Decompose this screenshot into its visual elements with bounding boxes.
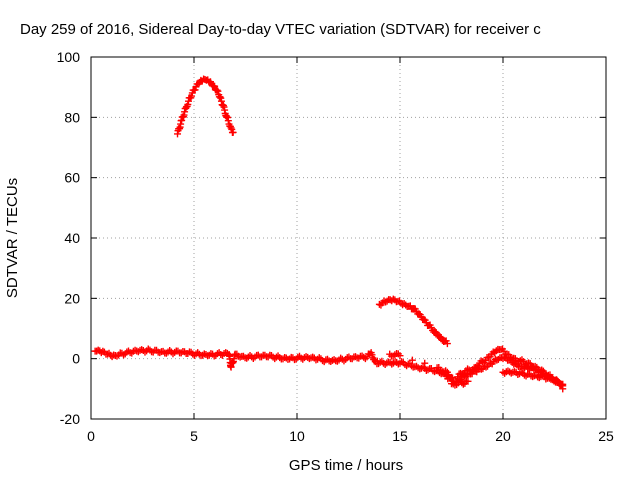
data-point [530,372,538,380]
data-point [166,346,174,354]
y-axis-label: SDTVAR / TECUs [4,178,21,298]
data-point [157,348,165,356]
data-point [526,360,534,368]
data-point [393,358,401,366]
data-point [244,353,252,361]
axes: 0 5 10 15 20 25 -20 0 20 40 60 80 100 [57,49,614,444]
data-point [462,377,470,385]
data-point [547,373,555,381]
y-tick-label: -20 [60,411,80,427]
grid [91,57,606,419]
x-tick-label: 20 [495,428,511,444]
x-tick-label: 10 [289,428,305,444]
data-point [276,354,284,362]
data-point [518,356,526,364]
data-point [539,371,547,379]
data-point [205,351,213,359]
y-tick-label: 0 [72,351,80,367]
data-point [177,117,185,125]
data-point [182,349,190,357]
data-point [210,82,218,90]
y-tick-label: 20 [64,290,80,306]
data-point [360,353,368,361]
data-point [195,350,203,358]
data-point [246,351,254,359]
data-point [427,364,435,372]
x-tick-label: 25 [598,428,614,444]
data-point [459,370,467,378]
data-point [238,352,246,360]
data-point [558,382,566,390]
data-point [473,363,481,371]
data-point [102,350,110,358]
data-point [188,92,196,100]
data-point [133,347,141,355]
data-point [353,354,361,362]
data-point [461,369,469,377]
data-point [213,86,221,94]
data-point [391,351,399,359]
data-point [378,357,386,365]
data-point [389,359,397,367]
data-points [91,75,567,393]
data-point [394,350,402,358]
data-point [263,353,271,361]
y-tick-label: 40 [64,230,80,246]
y-tick-label: 80 [64,109,80,125]
data-point [436,333,444,341]
data-point [397,299,405,307]
y-tick-label: 60 [64,170,80,186]
data-point [449,374,457,382]
x-tick-label: 15 [392,428,408,444]
x-tick-label: 5 [190,428,198,444]
data-point [164,348,172,356]
data-point [479,365,487,373]
data-point [482,363,490,371]
data-point [228,128,236,136]
data-point [226,122,234,130]
plot-frame [90,56,607,420]
data-point [408,356,416,364]
data-point [383,297,391,305]
data-point [419,363,427,371]
data-point [489,348,497,356]
data-point [492,347,500,355]
data-point [442,337,450,345]
data-point [429,326,437,334]
data-point [214,87,222,95]
data-point [402,301,410,309]
y-tick-label: 100 [57,49,81,65]
x-axis-label: GPS time / hours [289,457,403,474]
data-point [267,351,275,359]
data-point [442,367,450,375]
data-point [141,348,149,356]
data-point [139,347,147,355]
data-point [421,359,429,367]
data-point [411,363,419,371]
data-point [392,298,400,306]
x-tick-label: 0 [87,428,95,444]
data-point [361,355,369,363]
chart-title: Day 259 of 2016, Sidereal Day-to-day VTE… [20,21,541,38]
data-point [368,351,376,359]
data-point [411,305,419,313]
data-point [375,300,383,308]
data-point [370,356,378,364]
data-point [222,112,230,120]
data-point [191,86,199,94]
